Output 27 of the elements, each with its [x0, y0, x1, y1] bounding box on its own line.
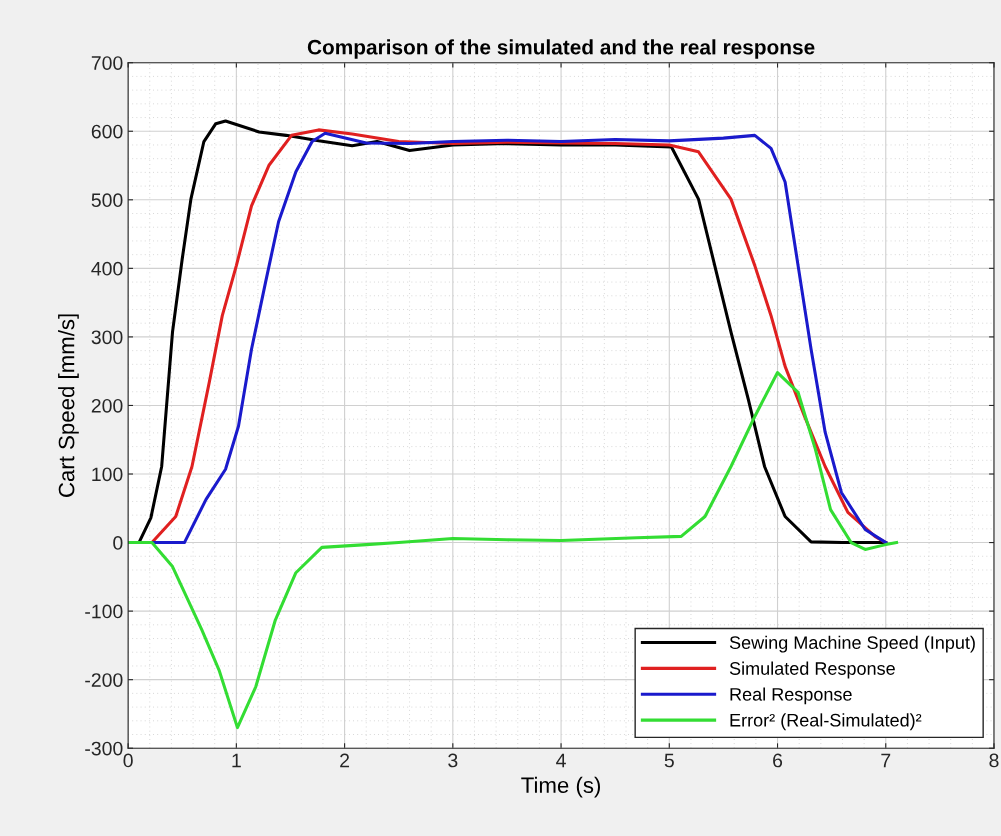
- y-axis-title: Cart Speed [mm/s]: [58, 314, 79, 497]
- y-tick-label: 300: [91, 330, 123, 345]
- x-tick-label: 0: [123, 753, 133, 768]
- x-tick-label: 3: [448, 753, 458, 768]
- y-tick-label: 700: [91, 56, 123, 70]
- y-tick-label: 500: [91, 193, 123, 208]
- x-tick-label: 5: [664, 753, 674, 768]
- legend-label: Real Response: [730, 687, 852, 705]
- x-tick-label: 6: [773, 753, 783, 768]
- x-tick-label: 2: [340, 753, 350, 768]
- y-tick-label: 0: [113, 536, 123, 550]
- y-tick-label: -300: [85, 741, 123, 756]
- legend-label: Error² (Real-Simulated)²: [730, 713, 922, 731]
- y-tick-label: -100: [85, 604, 123, 619]
- y-tick-label: 100: [92, 467, 123, 482]
- chart-title: Comparison of the simulated and the real response: [307, 39, 815, 59]
- y-tick-label: -200: [85, 673, 123, 687]
- legend-label: Sewing Machine Speed (Input): [729, 635, 975, 653]
- legend-label: Simulated Response: [729, 661, 895, 679]
- y-tick-label: 400: [91, 261, 123, 276]
- x-axis-title: Time (s): [521, 776, 600, 798]
- y-tick-label: 200: [91, 398, 123, 413]
- x-tick-label: 7: [881, 753, 891, 768]
- x-tick-label: 4: [556, 753, 566, 768]
- x-tick-label: 1: [232, 753, 241, 768]
- y-tick-label: 600: [91, 124, 123, 139]
- x-tick-label: 8: [989, 753, 999, 768]
